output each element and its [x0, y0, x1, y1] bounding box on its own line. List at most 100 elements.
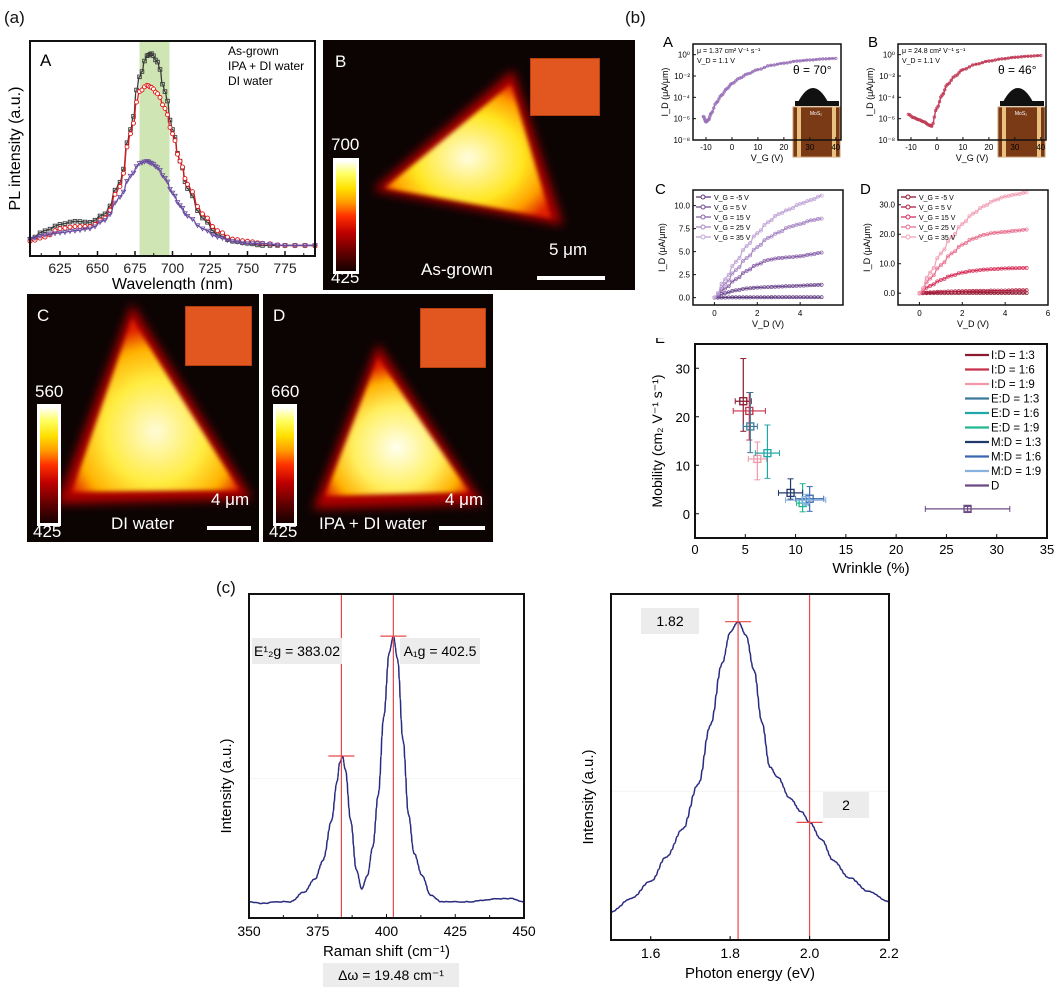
data-point — [129, 132, 133, 136]
legend-entry: V_G = 5 V — [919, 205, 952, 212]
y-tick-label: 10 — [676, 458, 690, 473]
x-axis-label: Photon energy (eV) — [685, 965, 815, 982]
x-tick-label: 700 — [161, 260, 185, 276]
mobility-label: μ = 24.8 cm² V⁻¹ s⁻¹ — [902, 48, 966, 55]
legend-entry: As-grown — [228, 44, 279, 58]
chart-pl-energy: 1.82 2 1.6 1.8 2.0 2.2 Photon energy (eV) Inten… — [560, 578, 900, 1003]
chart-transfer-b: MoS₂θ = 46°-10 0 10 20 30 4010⁰10⁻²10⁻⁴10⁻⁶10… — [845, 28, 1056, 168]
y-tick-label: 2.5 — [679, 271, 691, 280]
panel-letter: A — [663, 34, 673, 51]
legend-marker — [701, 215, 705, 219]
x-tick-label: 35 — [1040, 542, 1054, 557]
data-point — [173, 139, 177, 143]
panel-letter: E — [655, 338, 665, 347]
legend-marker — [906, 215, 910, 219]
y-tick-label: 10⁻⁶ — [674, 115, 690, 124]
x-axis-label: V_G (V) — [956, 153, 989, 163]
data-point — [176, 152, 180, 156]
y-tick-label: 7.5 — [679, 225, 691, 234]
x-tick-label: 4 — [1003, 309, 1008, 318]
legend-entry: V_G = -5 V — [714, 195, 749, 202]
legend-entry: V_G = 25 V — [919, 225, 956, 232]
x-tick-label: 2 — [755, 309, 760, 318]
legend-entry: D — [991, 481, 999, 493]
y-tick-label: 10⁰ — [883, 51, 895, 60]
x-tick-label: 4 — [798, 309, 803, 318]
map-caption: IPA + DI water — [319, 514, 427, 534]
panel-letter: C — [655, 181, 666, 198]
colorbar — [333, 158, 359, 274]
panel-letter: B — [868, 34, 878, 51]
x-tick-label: 15 — [839, 542, 853, 557]
chart-mobility-wrinkle: I:D = 1:3I:D = 1:6I:D = 1:9E:D = 1:3E:D … — [640, 338, 1056, 578]
scale-bar — [439, 526, 485, 530]
y-tick-label: 0.0 — [884, 289, 896, 298]
y-tick-label: 20.0 — [879, 230, 895, 239]
data-point — [78, 224, 82, 228]
y-axis-label: PL intensity (a.u.) — [7, 87, 24, 211]
legend-marker — [701, 195, 705, 199]
y-axis-label: I_D (μA/μm) — [660, 68, 670, 117]
data-point — [163, 106, 167, 110]
data-point — [161, 103, 165, 107]
data-point — [206, 216, 210, 220]
x-tick-label: 450 — [512, 923, 536, 939]
y-axis-label: Intensity (a.u.) — [580, 749, 597, 844]
droplet-substrate — [795, 101, 839, 106]
legend-entry: V_G = 35 V — [714, 235, 751, 242]
data-point — [135, 100, 139, 104]
data-point — [168, 125, 172, 129]
spectrum-line — [249, 636, 524, 903]
vd-label: V_D = 1.1 V — [697, 58, 735, 65]
x-tick-label: 5 — [742, 542, 749, 557]
x-tick-label: 2.2 — [879, 945, 899, 961]
x-tick-label: 0 — [712, 309, 717, 318]
legend-entry: E:D = 1:9 — [991, 423, 1039, 435]
x-tick-label: 775 — [273, 260, 297, 276]
x-axis-label: V_D (V) — [957, 319, 989, 329]
y-tick-label: 30.0 — [879, 201, 895, 210]
x-tick-label: 40 — [1036, 143, 1045, 152]
optical-inset — [185, 306, 252, 366]
x-axis-label: Wavelength (nm) — [112, 276, 233, 290]
peak-label: 2 — [842, 797, 850, 813]
contact-angle: θ = 70° — [793, 63, 832, 77]
y-axis-label: I_D (μA/μm) — [862, 223, 872, 272]
inset-label: MoS₂ — [1015, 111, 1027, 117]
panel-letter: D — [860, 181, 871, 198]
x-tick-label: 20 — [984, 143, 993, 152]
pl-map-ipa-di-water: D 660 425 IPA + DI water 4 μm — [263, 294, 493, 542]
data-point — [73, 224, 77, 228]
legend-entry: V_G = 35 V — [919, 235, 956, 242]
data-point — [113, 192, 117, 196]
x-tick-label: 400 — [375, 923, 399, 939]
data-point — [132, 121, 136, 125]
y-tick-label: 10.0 — [879, 260, 895, 269]
legend-marker — [906, 205, 910, 209]
optical-inset — [530, 58, 600, 116]
x-tick-label: 375 — [306, 923, 330, 939]
mobility-label: μ = 1.37 cm² V⁻¹ s⁻¹ — [697, 48, 761, 55]
colorbar-max: 700 — [331, 135, 359, 155]
data-point — [183, 177, 187, 181]
data-point — [196, 204, 200, 208]
y-tick-label: 10⁰ — [678, 51, 690, 60]
spectrum-line — [611, 622, 889, 913]
inset-label: MoS₂ — [810, 111, 822, 117]
legend-marker — [701, 235, 705, 239]
scale-label: 4 μm — [211, 490, 249, 510]
legend-marker — [701, 205, 705, 209]
panel-letter: A — [40, 51, 52, 70]
peak-label: A₁g = 402.5 — [404, 643, 477, 659]
data-point — [63, 226, 67, 230]
legend-entry: I:D = 1:9 — [991, 379, 1035, 391]
x-axis-label: V_G (V) — [751, 153, 784, 163]
y-axis-label: Intensity (a.u.) — [218, 738, 235, 833]
data-point — [201, 212, 205, 216]
y-tick-label: 10⁻⁸ — [674, 136, 691, 145]
pl-map-as-grown: B 700 425 As-grown 5 μm — [323, 40, 635, 290]
droplet-icon — [1003, 88, 1033, 102]
data-point — [221, 231, 225, 235]
annotation: Δω = 19.48 cm⁻¹ — [338, 967, 444, 983]
droplet-substrate — [1000, 101, 1044, 106]
